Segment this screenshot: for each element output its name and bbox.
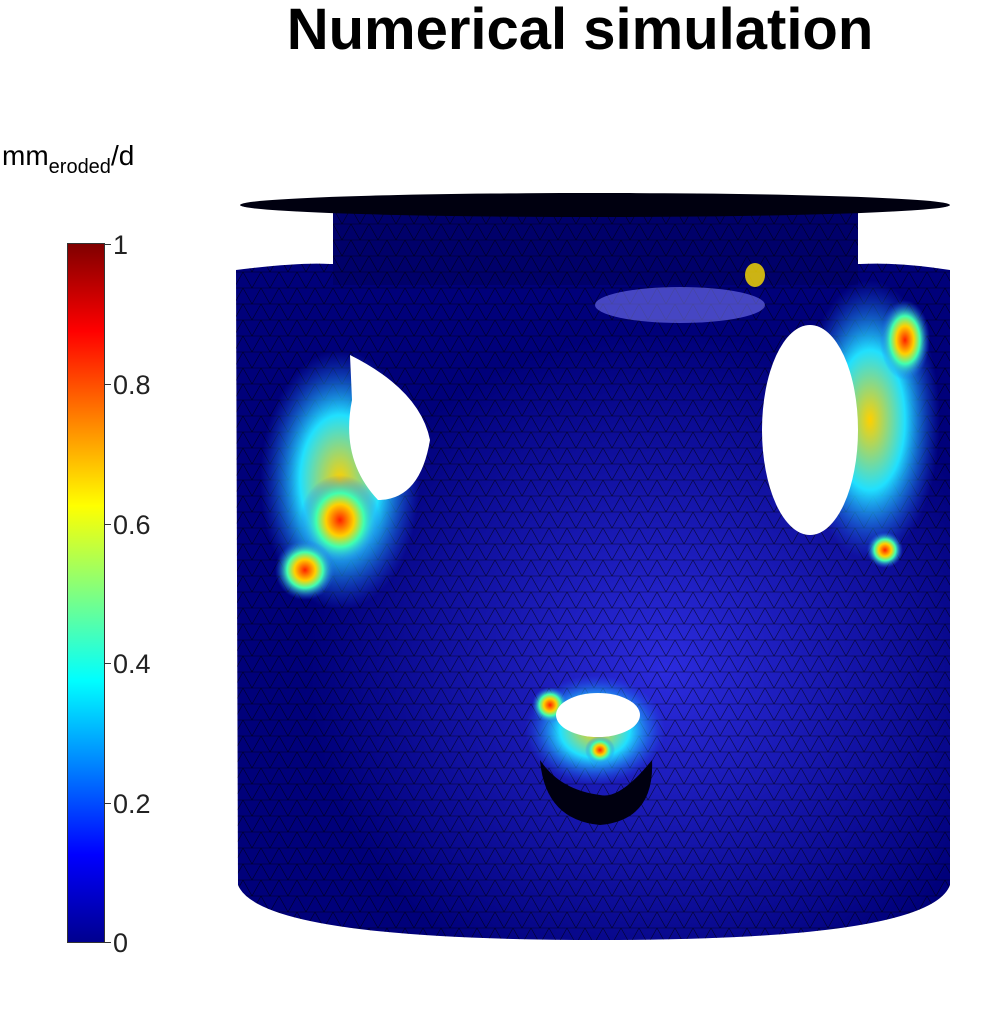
unit-subscript: eroded [48, 156, 111, 178]
colorbar-tick [105, 803, 111, 804]
colorbar-tick-label: 0.8 [113, 370, 151, 400]
colorbar-tick [105, 942, 111, 943]
top-highlight [595, 263, 765, 323]
figure-title: Numerical simulation [286, 0, 874, 62]
colorbar-tick [105, 524, 111, 525]
colorbar-tick-label: 1 [113, 230, 129, 260]
colorbar [67, 243, 105, 943]
unit-main: mm [2, 140, 49, 171]
colorbar-tick [105, 384, 111, 385]
colorbar-tick [105, 244, 111, 245]
top-collar [240, 193, 950, 285]
colorbar-tick [105, 663, 111, 664]
right-hole-erosion [762, 280, 940, 568]
left-hole-erosion [260, 350, 430, 610]
bottom-hole-erosion [525, 675, 665, 825]
colorbar-unit-label: mmeroded/d [2, 140, 134, 179]
unit-tail: /d [110, 140, 135, 171]
colorbar-tick-label: 0.2 [113, 789, 151, 819]
colorbar-tick-label: 0.6 [113, 510, 151, 540]
colorbar-tick-label: 0 [113, 928, 129, 958]
colorbar-tick-label: 0.4 [113, 649, 151, 679]
